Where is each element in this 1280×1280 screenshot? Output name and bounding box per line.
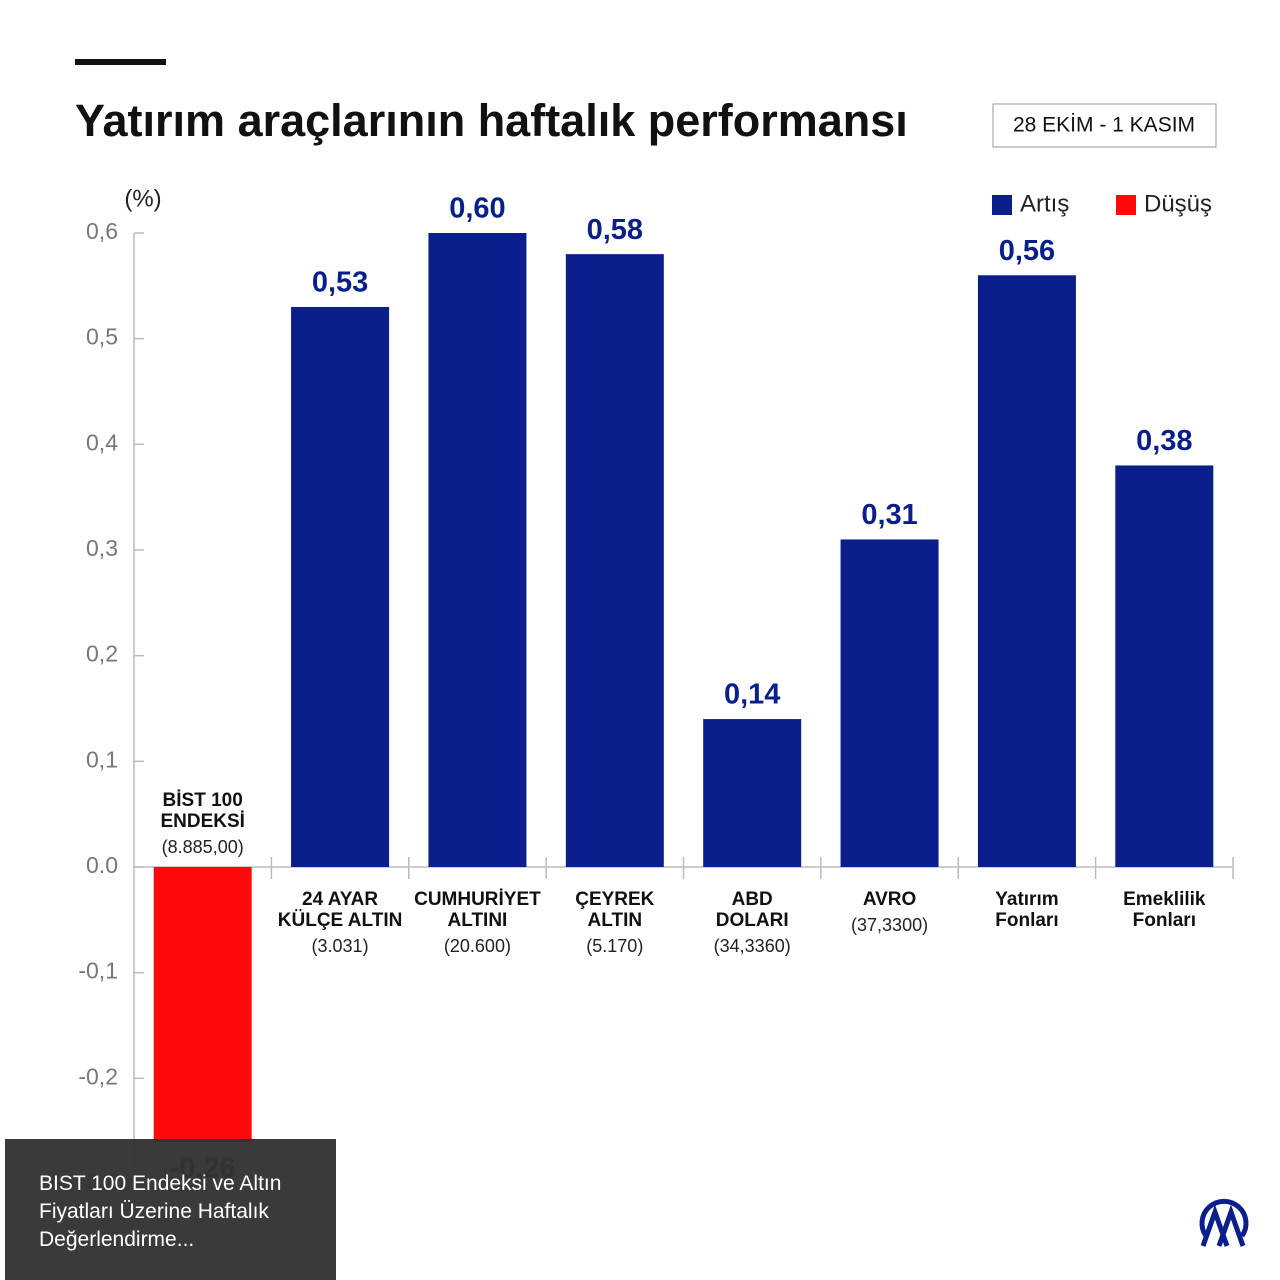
x-tick-label: ALTINI bbox=[448, 910, 508, 931]
legend-label: Artış bbox=[1020, 190, 1069, 217]
x-tick-label: DOLARI bbox=[716, 910, 789, 931]
x-tick-note: (20.600) bbox=[444, 936, 511, 956]
value-label: 0,60 bbox=[449, 193, 505, 225]
date-text: 28 EKİM - 1 KASIM bbox=[1013, 114, 1195, 137]
bar bbox=[291, 306, 390, 867]
logo bbox=[1199, 1198, 1249, 1247]
value-label: 0,56 bbox=[999, 235, 1055, 267]
y-unit: (%) bbox=[124, 185, 161, 212]
chart-title: Yatırım araçlarının haftalık performansı bbox=[75, 95, 908, 146]
x-tick-note: (8.885,00) bbox=[162, 837, 244, 857]
title-rule bbox=[75, 59, 166, 65]
y-tick-label: 0,2 bbox=[86, 641, 118, 667]
x-tick-note: (34,3360) bbox=[714, 936, 791, 956]
bar bbox=[565, 254, 664, 868]
y-tick-label: 0,1 bbox=[86, 746, 118, 772]
logo-arc bbox=[1199, 1198, 1249, 1238]
x-tick-note: (5.170) bbox=[586, 936, 643, 956]
bar bbox=[840, 539, 939, 867]
x-tick-label: 24 AYAR bbox=[302, 889, 378, 910]
x-tick-label: Fonları bbox=[1133, 910, 1196, 931]
caption: BIST 100 Endeksi ve Altın Fiyatları Üzer… bbox=[5, 1139, 336, 1280]
x-tick-label: ALTIN bbox=[588, 910, 643, 931]
x-tick-label: CUMHURİYET bbox=[414, 889, 541, 910]
value-label: 0,58 bbox=[587, 214, 643, 246]
x-tick-label: BİST 100 bbox=[163, 790, 243, 811]
y-tick-label: 0,3 bbox=[86, 535, 118, 561]
bar bbox=[1115, 465, 1214, 867]
logo-a bbox=[1200, 1204, 1246, 1247]
legend-swatch bbox=[1116, 195, 1136, 215]
x-tick-label: Yatırım bbox=[995, 889, 1058, 910]
x-tick-label: AVRO bbox=[863, 889, 916, 910]
x-tick-label: Fonları bbox=[995, 910, 1058, 931]
x-tick-note: (3.031) bbox=[312, 936, 369, 956]
bar bbox=[428, 233, 527, 867]
y-tick-label: -0,1 bbox=[78, 958, 118, 984]
date-badge bbox=[992, 103, 1217, 148]
y-tick-label: 0.0 bbox=[86, 852, 118, 878]
value-label: 0,31 bbox=[861, 499, 917, 531]
bar bbox=[153, 867, 252, 1142]
legend-label: Düşüş bbox=[1144, 190, 1212, 217]
y-tick-label: -0,2 bbox=[78, 1063, 118, 1089]
x-tick-label: ABD bbox=[732, 889, 773, 910]
value-label: 0,38 bbox=[1136, 425, 1192, 457]
legend-swatch bbox=[992, 195, 1012, 215]
value-label: 0,53 bbox=[312, 267, 368, 299]
bar bbox=[703, 719, 802, 867]
x-tick-note: (37,3300) bbox=[851, 915, 928, 935]
bar bbox=[977, 275, 1076, 867]
x-tick-label: ÇEYREK bbox=[575, 889, 654, 910]
y-tick-label: 0,4 bbox=[86, 429, 118, 455]
y-tick-label: 0,6 bbox=[86, 218, 118, 244]
x-tick-label: ENDEKSİ bbox=[160, 811, 244, 832]
value-label: 0,14 bbox=[724, 679, 780, 711]
x-tick-label: KÜLÇE ALTIN bbox=[278, 910, 403, 931]
x-tick-label: Emeklilik bbox=[1123, 889, 1206, 910]
y-tick-label: 0,5 bbox=[86, 324, 118, 350]
